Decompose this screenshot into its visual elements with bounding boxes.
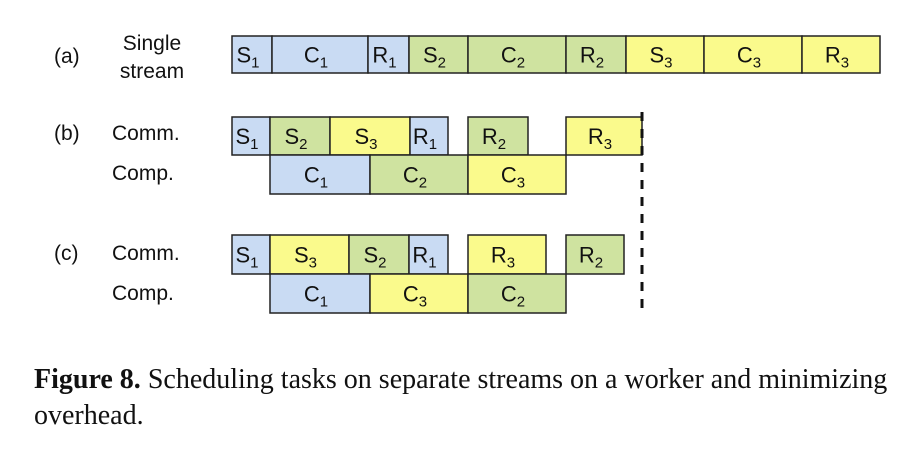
task-box-b-comm-s3	[329, 116, 411, 156]
task-box-a-r3	[801, 35, 881, 74]
task-box-b-comm-s2	[269, 116, 331, 156]
task-label-c-comm-r1: R1	[412, 243, 436, 272]
task-box-b-comp-c1	[269, 154, 371, 195]
task-box-a-c3	[703, 35, 803, 74]
task-box-c-comp-c2	[467, 273, 567, 314]
caption-text: Scheduling tasks on separate streams on …	[34, 364, 888, 431]
caption-label: Figure 8.	[34, 364, 141, 395]
task-box-c-comm-s1	[231, 234, 271, 275]
row-c-comm-label: Comm.	[112, 242, 180, 265]
row-a-tag: (a)	[54, 45, 80, 68]
row-b-labels: (b) Comm. Comp.	[54, 122, 180, 185]
task-box-a-r2	[565, 35, 627, 74]
row-b-tag: (b)	[54, 122, 80, 145]
row-c-labels: (c) Comm. Comp.	[54, 242, 180, 305]
figure-caption: Figure 8. Scheduling tasks on separate s…	[34, 362, 894, 434]
row-a-line2: stream	[120, 60, 184, 83]
task-box-b-comp-c3	[467, 154, 567, 195]
task-box-a-s1	[231, 35, 273, 74]
row-c-tag: (c)	[54, 242, 79, 265]
task-box-c-comm-r2	[565, 234, 625, 275]
row-b-comm-label: Comm.	[112, 122, 180, 145]
task-box-a-s2	[408, 35, 469, 74]
row-a-line1: Single	[123, 32, 181, 55]
row-b-comp-label: Comp.	[112, 162, 174, 185]
task-box-a-c2	[467, 35, 567, 74]
row-a-labels: (a) Single stream	[54, 32, 184, 83]
task-box-b-comm-s1	[231, 116, 271, 156]
scheduling-diagram: (a) Single stream (b) Comm. Comp. (c) Co…	[54, 32, 881, 314]
task-box-b-comm-r2	[467, 116, 529, 156]
row-c-comp-label: Comp.	[112, 282, 174, 305]
task-box-b-comp-c2	[369, 154, 469, 195]
